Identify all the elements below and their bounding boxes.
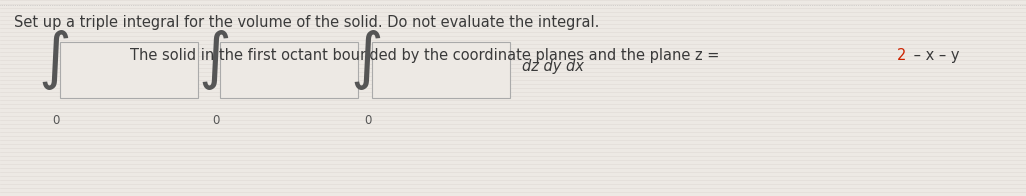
Text: $\int$: $\int$ xyxy=(38,28,69,92)
Text: Set up a triple integral for the volume of the solid. Do not evaluate the integr: Set up a triple integral for the volume … xyxy=(14,15,599,30)
Text: The solid in the first octant bounded by the coordinate planes and the plane z =: The solid in the first octant bounded by… xyxy=(130,48,724,63)
Text: 2: 2 xyxy=(897,48,906,63)
Text: – x – y: – x – y xyxy=(909,48,959,63)
Bar xyxy=(60,42,198,98)
Text: 0: 0 xyxy=(364,114,371,127)
Bar xyxy=(220,42,358,98)
Text: dz dy dx: dz dy dx xyxy=(522,58,584,74)
Bar xyxy=(372,42,510,98)
Text: $\int$: $\int$ xyxy=(198,28,229,92)
Text: 0: 0 xyxy=(52,114,60,127)
Text: 0: 0 xyxy=(212,114,220,127)
Text: $\int$: $\int$ xyxy=(350,28,382,92)
